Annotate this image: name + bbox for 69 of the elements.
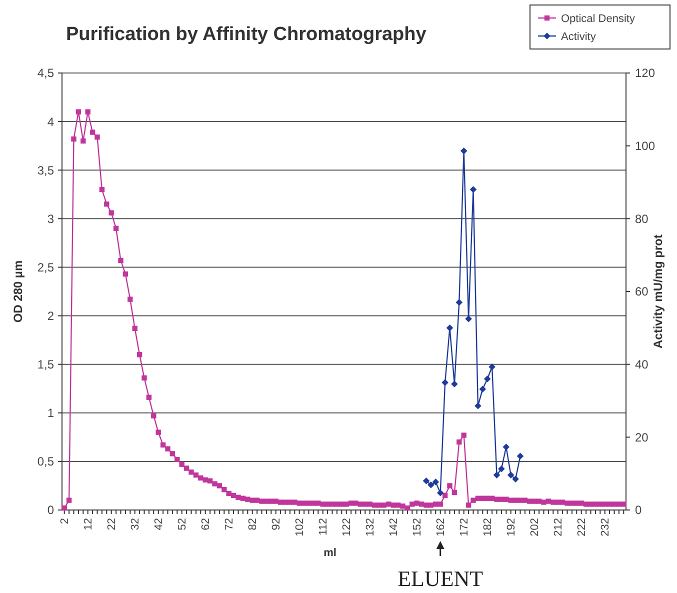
- point: [516, 452, 524, 460]
- x-tick-label: 132: [364, 518, 377, 536]
- x-tick-label: 52: [176, 518, 189, 530]
- point: [460, 148, 468, 154]
- point: [428, 481, 434, 488]
- point: [465, 315, 472, 322]
- y2-tick-label: 60: [635, 284, 649, 299]
- x-tick-label: 232: [600, 518, 612, 536]
- x-tick-label: 12: [82, 518, 95, 530]
- point: [446, 324, 454, 332]
- y2-axis-title: Activity mU/mg prot: [651, 234, 665, 349]
- x-axis-title: ml: [324, 547, 336, 559]
- y2-tick-label: 20: [635, 430, 649, 444]
- x-tick-label: 182: [482, 518, 494, 536]
- y-tick-label: 4,5: [37, 66, 54, 80]
- point: [512, 476, 519, 482]
- legend-label: Optical Density: [561, 12, 636, 25]
- x-tick-label: 222: [576, 518, 588, 536]
- chart-title: Purification by Affinity Chromatography: [66, 24, 427, 45]
- x-tick-label: 152: [412, 518, 424, 536]
- y-tick-label: 2,5: [37, 260, 54, 274]
- x-tick-label: 172: [458, 518, 471, 536]
- x-tick-label: 2: [59, 518, 72, 524]
- point: [451, 380, 458, 388]
- annotation: ELUENT: [398, 566, 484, 591]
- y-tick-label: 1,5: [37, 358, 54, 372]
- x-tick-label: 192: [506, 518, 518, 536]
- point: [456, 299, 463, 306]
- x-tick-label: 212: [552, 518, 565, 536]
- x-tick-label: 162: [435, 518, 448, 536]
- x-tick-label: 42: [153, 518, 166, 530]
- point: [484, 376, 491, 382]
- y-tick-label: 3,5: [37, 163, 54, 178]
- point: [502, 444, 510, 450]
- point: [479, 386, 486, 392]
- x-tick-label: 122: [341, 518, 354, 536]
- y2-tick-label: 40: [635, 358, 649, 372]
- y-tick-label: 4: [47, 114, 54, 129]
- y-tick-label: 0: [47, 503, 54, 518]
- y2-tick-label: 0: [635, 503, 642, 518]
- x-tick-label: 92: [270, 518, 283, 530]
- x-tick-label: 142: [388, 518, 400, 536]
- x-tick-label: 32: [130, 518, 142, 530]
- x-tick-label: 82: [247, 518, 260, 530]
- x-tick-label: 112: [318, 518, 330, 536]
- x-tick-label: 102: [294, 518, 306, 536]
- point: [498, 465, 505, 472]
- point: [432, 478, 440, 486]
- y-tick-label: 3: [47, 212, 54, 226]
- legend-label: Activity: [561, 30, 596, 43]
- x-tick-label: 202: [529, 518, 542, 536]
- y2-tick-label: 80: [635, 212, 649, 226]
- point: [474, 402, 482, 410]
- point: [488, 363, 496, 370]
- x-tick-label: 62: [200, 518, 212, 530]
- x-tick-label: 22: [106, 518, 118, 530]
- y-tick-label: 0,5: [37, 454, 54, 469]
- point: [470, 186, 477, 193]
- point: [507, 472, 514, 478]
- point: [493, 472, 500, 478]
- point: [422, 477, 430, 484]
- y2-tick-label: 120: [635, 66, 656, 80]
- y-tick-label: 2: [47, 308, 54, 323]
- point: [436, 489, 444, 496]
- x-tick-label: 72: [224, 518, 236, 530]
- y2-tick-label: 100: [635, 139, 656, 154]
- point: [442, 379, 448, 386]
- y-axis-title: OD 280 µm: [11, 260, 25, 323]
- y-tick-label: 1: [47, 406, 54, 420]
